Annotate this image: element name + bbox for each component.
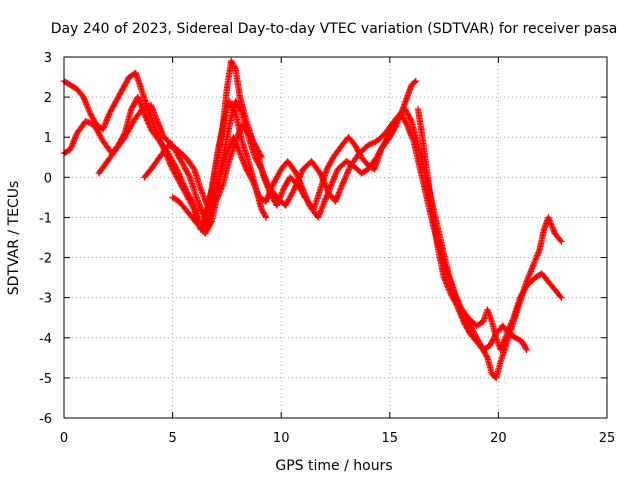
data-series bbox=[60, 57, 565, 382]
y-tick-label: -5 bbox=[39, 372, 52, 387]
y-tick-label: 1 bbox=[44, 131, 52, 146]
series-track bbox=[414, 105, 530, 353]
y-axis-label: SDTVAR / TECUs bbox=[6, 181, 22, 296]
y-tick-label: 3 bbox=[44, 51, 52, 66]
plot-frame bbox=[63, 56, 608, 419]
series-track bbox=[169, 122, 265, 237]
chart-title: Day 240 of 2023, Sidereal Day-to-day VTE… bbox=[51, 21, 618, 37]
y-tick-label: -2 bbox=[39, 252, 52, 267]
x-axis-label: GPS time / hours bbox=[275, 458, 392, 474]
y-tick-label: -6 bbox=[39, 412, 52, 427]
x-tick-label: 15 bbox=[382, 431, 399, 446]
y-tick-label: -1 bbox=[39, 211, 52, 226]
x-tick-label: 10 bbox=[273, 431, 290, 446]
x-tick-label: 20 bbox=[490, 431, 507, 446]
plus-markers bbox=[95, 97, 565, 353]
x-tick-label: 25 bbox=[599, 431, 616, 446]
y-tick-label: -4 bbox=[39, 332, 52, 347]
series-track bbox=[95, 97, 565, 353]
plus-markers bbox=[414, 105, 530, 353]
y-tick-label: -3 bbox=[39, 292, 52, 307]
axis-ticks: 0 5 10 15 20 25 -6 -5 -4 -3 -2 -1 0 1 2 3 bbox=[39, 51, 615, 446]
plus-markers bbox=[169, 122, 265, 237]
y-tick-label: 2 bbox=[44, 91, 52, 106]
y-tick-label: 0 bbox=[44, 171, 52, 186]
x-tick-label: 0 bbox=[60, 431, 68, 446]
x-tick-label: 5 bbox=[168, 431, 176, 446]
